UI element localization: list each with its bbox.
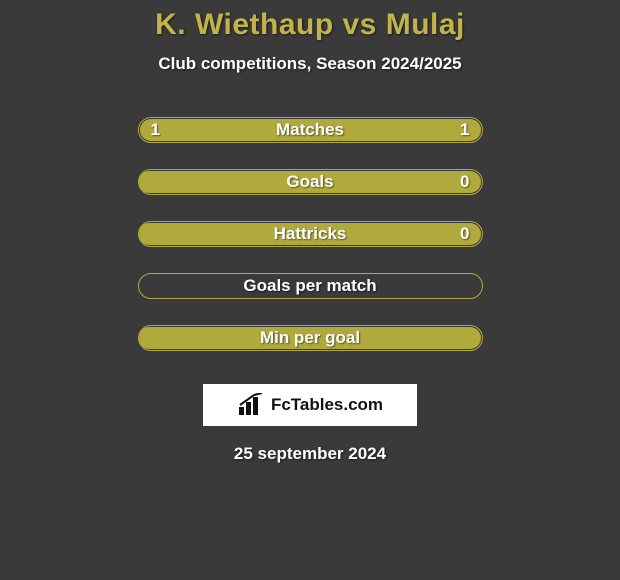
logo-box: FcTables.com: [203, 384, 417, 426]
stat-metric-label: Matches: [276, 120, 344, 140]
stat-value-right: 0: [460, 224, 469, 244]
page-title: K. Wiethaup vs Mulaj: [155, 8, 465, 42]
stat-bar: Goals per match: [138, 273, 483, 299]
stat-row: 0 Goals: [138, 168, 483, 196]
stat-row: Goals per match: [138, 272, 483, 300]
stat-bar: 1 1 Matches: [138, 117, 483, 143]
stat-bar: 0 Hattricks: [138, 221, 483, 247]
logo-text: FcTables.com: [271, 395, 383, 415]
stat-value-right: 1: [460, 120, 469, 140]
stat-row: 0 Hattricks: [138, 220, 483, 248]
stat-bar: Min per goal: [138, 325, 483, 351]
stat-row: Min per goal: [138, 324, 483, 352]
stat-metric-label: Min per goal: [260, 328, 360, 348]
subtitle: Club competitions, Season 2024/2025: [158, 54, 461, 74]
stat-row: 1 1 Matches: [138, 116, 483, 144]
stat-value-right: 0: [460, 172, 469, 192]
stat-metric-label: Goals: [286, 172, 333, 192]
date: 25 september 2024: [234, 444, 386, 464]
stat-bar: 0 Goals: [138, 169, 483, 195]
stat-metric-label: Goals per match: [243, 276, 376, 296]
infographic: K. Wiethaup vs Mulaj Club competitions, …: [0, 0, 620, 580]
barchart-icon: [237, 393, 265, 417]
stat-metric-label: Hattricks: [274, 224, 347, 244]
stat-value-left: 1: [151, 120, 160, 140]
